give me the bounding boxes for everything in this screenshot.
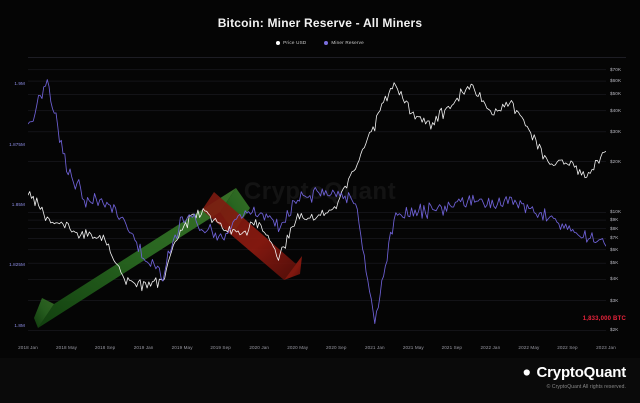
legend-item-miner-reserve[interactable]: Miner Reserve — [324, 40, 364, 45]
reserve-value-annotation: 1,833,000 BTC — [582, 316, 626, 322]
x-axis-tick: 2019 Jan — [133, 345, 154, 350]
y-axis-right-tick: $5K — [610, 260, 619, 266]
legend-label-price-usd: Price USD — [283, 40, 307, 45]
y-axis-left-tick: 1.9M — [14, 81, 25, 87]
y-axis-right-tick: $9K — [610, 217, 619, 223]
copyright-text: © CryptoQuant All rights reserved. — [546, 384, 626, 390]
legend-swatch-miner-reserve — [324, 40, 329, 45]
y-axis-right-tick: $10K — [610, 209, 622, 215]
x-axis-tick: 2021 May — [402, 345, 424, 350]
trend-band-down — [202, 192, 302, 280]
y-axis-right-tick: $40K — [610, 107, 622, 113]
legend-item-price-usd[interactable]: Price USD — [276, 40, 306, 45]
x-axis-tick: 2022 Jan — [480, 345, 501, 350]
y-axis-right-tick: $50K — [610, 91, 622, 97]
cryptoquant-logo-icon — [517, 365, 532, 380]
y-axis-right-tick: $4K — [610, 276, 619, 282]
chart-gridlines — [28, 69, 606, 331]
x-axis-tick: 2021 Jan — [364, 345, 385, 350]
header-divider — [28, 57, 626, 58]
legend-swatch-price-usd — [276, 40, 281, 45]
x-axis-tick: 2022 Sep — [557, 345, 578, 350]
y-axis-left-tick: 1.825M — [9, 262, 25, 268]
legend-label-miner-reserve: Miner Reserve — [331, 40, 364, 45]
chart-svg — [28, 69, 606, 331]
x-axis-tick: 2020 Sep — [326, 345, 347, 350]
brand-name: CryptoQuant — [536, 364, 627, 381]
y-axis-right-tick: $6K — [610, 246, 619, 252]
y-axis-right-tick: $8K — [610, 225, 619, 231]
y-axis-left-tick: 1.8M — [14, 322, 25, 328]
x-axis-tick: 2019 Sep — [210, 345, 231, 350]
y-axis-right-tick: $20K — [610, 158, 622, 164]
y-axis-left-tick: 1.85M — [11, 202, 25, 208]
y-axis-right-tick: $3K — [610, 297, 619, 303]
y-axis-right-tick: $2K — [610, 327, 619, 333]
y-axis-right-tick: $70K — [610, 66, 622, 72]
x-axis-tick: 2020 May — [287, 345, 309, 350]
x-axis-tick: 2023 Jan — [596, 345, 616, 350]
series-line-price-usd — [28, 82, 606, 292]
y-axis-left-tick: 1.875M — [9, 141, 25, 147]
x-axis-tick: 2018 Sep — [94, 345, 116, 350]
x-axis-tick: 2018 Jan — [18, 345, 38, 350]
page-title: Bitcoin: Miner Reserve - All Miners — [217, 16, 423, 30]
x-axis-tick: 2018 May — [56, 345, 78, 350]
brand-logo: CryptoQuant — [517, 364, 626, 381]
y-axis-right-tick: $60K — [610, 78, 622, 84]
x-axis-tick: 2020 Jan — [249, 345, 270, 350]
x-axis-tick: 2021 Sep — [441, 345, 463, 350]
series-line-miner-reserve — [28, 79, 606, 324]
x-axis-tick: 2022 May — [518, 345, 540, 350]
chart-plot-area[interactable] — [28, 60, 606, 338]
footer: CryptoQuant © CryptoQuant All rights res… — [0, 358, 640, 403]
y-axis-right-tick: $7K — [610, 235, 619, 241]
chart-legend: Price USD Miner Reserve — [0, 40, 640, 45]
y-axis-right-tick: $30K — [610, 128, 622, 134]
x-axis-tick: 2019 May — [171, 345, 193, 350]
